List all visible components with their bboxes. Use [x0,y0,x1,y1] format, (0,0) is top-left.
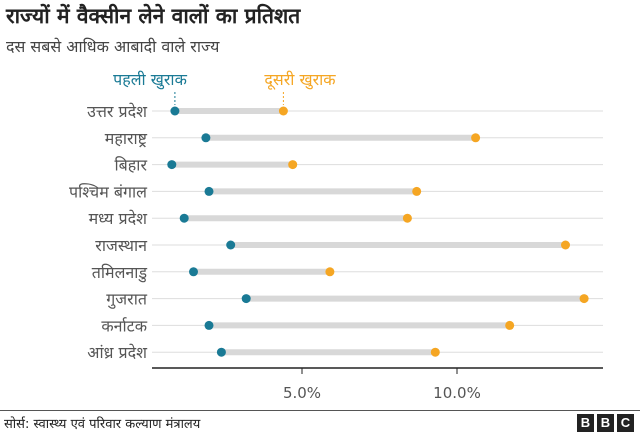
legend-first-dose: पहली खुराक [113,70,187,90]
first-dose-point [179,213,189,223]
second-dose-point [402,213,412,223]
category-label: मध्य प्रदेश [89,209,149,228]
first-dose-point [167,160,177,170]
category-label: गुजरात [106,290,148,310]
chart-title: राज्यों में वैक्सीन लेने वालों का प्रतिश… [6,4,301,28]
footer-divider [0,410,640,411]
category-label: महाराष्ट्र [105,129,148,148]
x-tick-label: 5.0% [283,384,321,402]
category-label: कर्नाटक [101,316,147,335]
first-dose-point [204,320,214,330]
category-label: बिहार [115,156,148,175]
second-dose-point [278,106,288,116]
first-dose-point [189,267,198,277]
second-dose-point [288,160,298,170]
second-dose-point [505,320,515,330]
legend-second-dose: दूसरी खुराक [264,70,336,90]
source-note: सोर्स: स्वास्थ्य एवं परिवार कल्याण मंत्र… [4,417,201,432]
first-dose-point [226,240,236,250]
second-dose-point [471,133,481,143]
category-label: पश्चिम बंगाल [69,182,148,201]
dumbbell-chart: उत्तर प्रदेश महाराष्ट्र बिहार पश्चिम बंगाल म… [69,70,603,402]
second-dose-point [325,267,335,277]
first-dose-point [170,106,180,116]
first-dose-point [216,347,226,357]
second-dose-point [412,186,422,196]
first-dose-point [201,133,211,143]
first-dose-point [204,186,214,196]
second-dose-point [430,347,440,357]
category-label: तमिलनाडु [92,263,148,283]
second-dose-point [561,240,570,250]
first-dose-point [241,294,251,304]
category-label: उत्तर प्रदेश [87,102,148,121]
second-dose-point [579,294,589,304]
category-label: आंध्र प्रदेश [87,343,148,362]
chart-subtitle: दस सबसे आधिक आबादी वाले राज्य [6,37,220,56]
category-label: राजस्थान [95,236,148,255]
x-tick-label: 10.0% [433,384,481,402]
